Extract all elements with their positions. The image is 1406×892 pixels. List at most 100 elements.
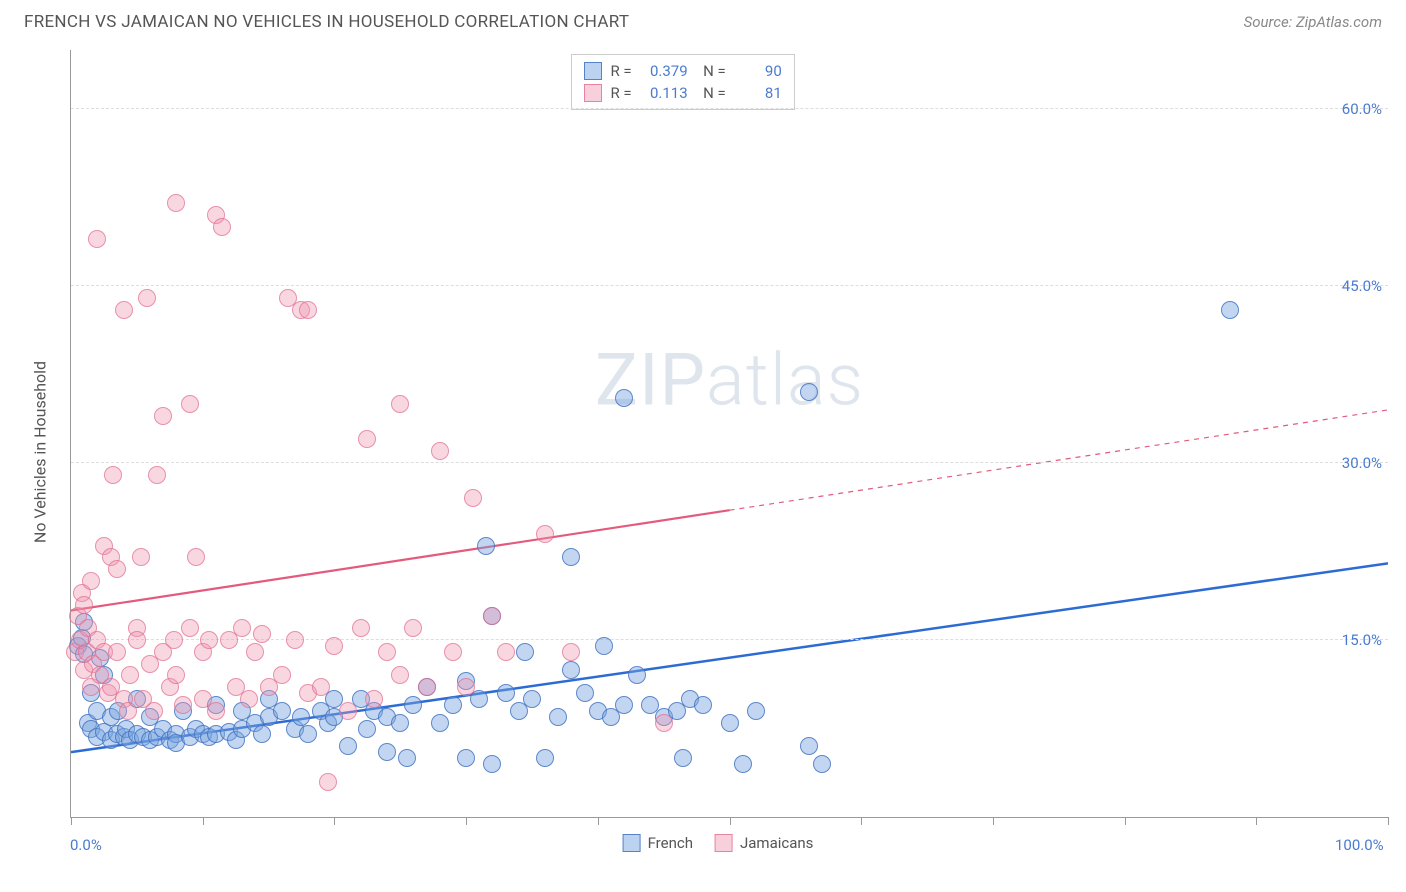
- scatter-point: [339, 737, 357, 755]
- scatter-point: [128, 631, 146, 649]
- scatter-point: [562, 661, 580, 679]
- stats-row-french: R = 0.379 N = 90: [584, 60, 781, 82]
- swatch-blue-icon: [584, 62, 602, 80]
- scatter-point: [325, 637, 343, 655]
- scatter-point: [358, 720, 376, 738]
- scatter-point: [391, 714, 409, 732]
- scatter-point: [694, 696, 712, 714]
- y-tick-label: 30.0%: [1342, 454, 1382, 472]
- plot-area: ZIPatlas R = 0.379 N = 90 R = 0.113 N = …: [70, 50, 1388, 818]
- scatter-point: [121, 666, 139, 684]
- y-tick-label: 60.0%: [1342, 100, 1382, 118]
- scatter-point: [378, 643, 396, 661]
- stats-row-jamaicans: R = 0.113 N = 81: [584, 82, 781, 104]
- scatter-point: [404, 619, 422, 637]
- scatter-point: [213, 218, 231, 236]
- x-tick: [861, 817, 862, 825]
- x-tick: [1125, 817, 1126, 825]
- scatter-point: [800, 737, 818, 755]
- watermark-atlas: atlas: [706, 337, 864, 422]
- scatter-point: [319, 773, 337, 791]
- scatter-point: [312, 678, 330, 696]
- x-tick: [993, 817, 994, 825]
- scatter-point: [233, 619, 251, 637]
- scatter-point: [75, 596, 93, 614]
- stat-n-french: 90: [734, 62, 782, 80]
- scatter-point: [132, 548, 150, 566]
- scatter-point: [615, 696, 633, 714]
- scatter-point: [207, 702, 225, 720]
- scatter-point: [674, 749, 692, 767]
- chart-header: FRENCH VS JAMAICAN NO VEHICLES IN HOUSEH…: [0, 0, 1406, 40]
- scatter-point: [497, 684, 515, 702]
- scatter-point: [457, 678, 475, 696]
- scatter-point: [404, 696, 422, 714]
- x-tick-label: 100.0%: [1335, 836, 1384, 854]
- x-tick-label: 0.0%: [70, 836, 102, 854]
- scatter-point: [516, 643, 534, 661]
- scatter-point: [200, 631, 218, 649]
- scatter-point: [167, 666, 185, 684]
- x-tick: [598, 817, 599, 825]
- scatter-point: [358, 430, 376, 448]
- scatter-point: [88, 230, 106, 248]
- y-tick-label: 15.0%: [1342, 631, 1382, 649]
- scatter-point: [431, 714, 449, 732]
- scatter-point: [418, 678, 436, 696]
- x-tick: [1388, 817, 1389, 825]
- scatter-point: [108, 560, 126, 578]
- stats-legend-box: R = 0.379 N = 90 R = 0.113 N = 81: [571, 54, 794, 110]
- scatter-point: [181, 395, 199, 413]
- scatter-point: [562, 643, 580, 661]
- chart-container: No Vehicles in Household ZIPatlas R = 0.…: [48, 50, 1388, 854]
- scatter-point: [246, 643, 264, 661]
- scatter-point: [292, 708, 310, 726]
- scatter-point: [253, 625, 271, 643]
- scatter-point: [536, 749, 554, 767]
- scatter-point: [464, 489, 482, 507]
- gridline: [71, 462, 1388, 463]
- y-tick-label: 45.0%: [1342, 277, 1382, 295]
- scatter-point: [148, 466, 166, 484]
- scatter-point: [444, 643, 462, 661]
- scatter-point: [273, 666, 291, 684]
- scatter-point: [483, 607, 501, 625]
- scatter-point: [523, 690, 541, 708]
- scatter-point: [104, 466, 122, 484]
- scatter-point: [187, 548, 205, 566]
- x-tick: [1256, 817, 1257, 825]
- scatter-point: [813, 755, 831, 773]
- scatter-point: [444, 696, 462, 714]
- scatter-point: [595, 637, 613, 655]
- scatter-point: [108, 643, 126, 661]
- scatter-point: [174, 696, 192, 714]
- scatter-point: [119, 702, 137, 720]
- stat-n-label: N =: [696, 62, 726, 80]
- scatter-point: [165, 631, 183, 649]
- chart-source: Source: ZipAtlas.com: [1244, 13, 1382, 31]
- scatter-point: [115, 301, 133, 319]
- scatter-point: [457, 749, 475, 767]
- scatter-point: [536, 525, 554, 543]
- stat-n-label-2: N =: [696, 84, 726, 102]
- scatter-point: [562, 548, 580, 566]
- scatter-point: [299, 301, 317, 319]
- scatter-point: [145, 702, 163, 720]
- scatter-point: [299, 725, 317, 743]
- scatter-point: [576, 684, 594, 702]
- legend-label-french: French: [648, 834, 693, 852]
- scatter-point: [240, 690, 258, 708]
- x-tick: [466, 817, 467, 825]
- stat-r-label: R =: [610, 62, 631, 80]
- stat-n-jamaicans: 81: [734, 84, 782, 102]
- watermark: ZIPatlas: [595, 337, 864, 422]
- scatter-point: [167, 194, 185, 212]
- scatter-point: [497, 643, 515, 661]
- scatter-point: [615, 389, 633, 407]
- scatter-point: [721, 714, 739, 732]
- scatter-point: [339, 702, 357, 720]
- legend-item-jamaicans: Jamaicans: [715, 834, 813, 852]
- bottom-legend: French Jamaicans: [623, 834, 814, 852]
- x-tick: [334, 817, 335, 825]
- gridline: [71, 285, 1388, 286]
